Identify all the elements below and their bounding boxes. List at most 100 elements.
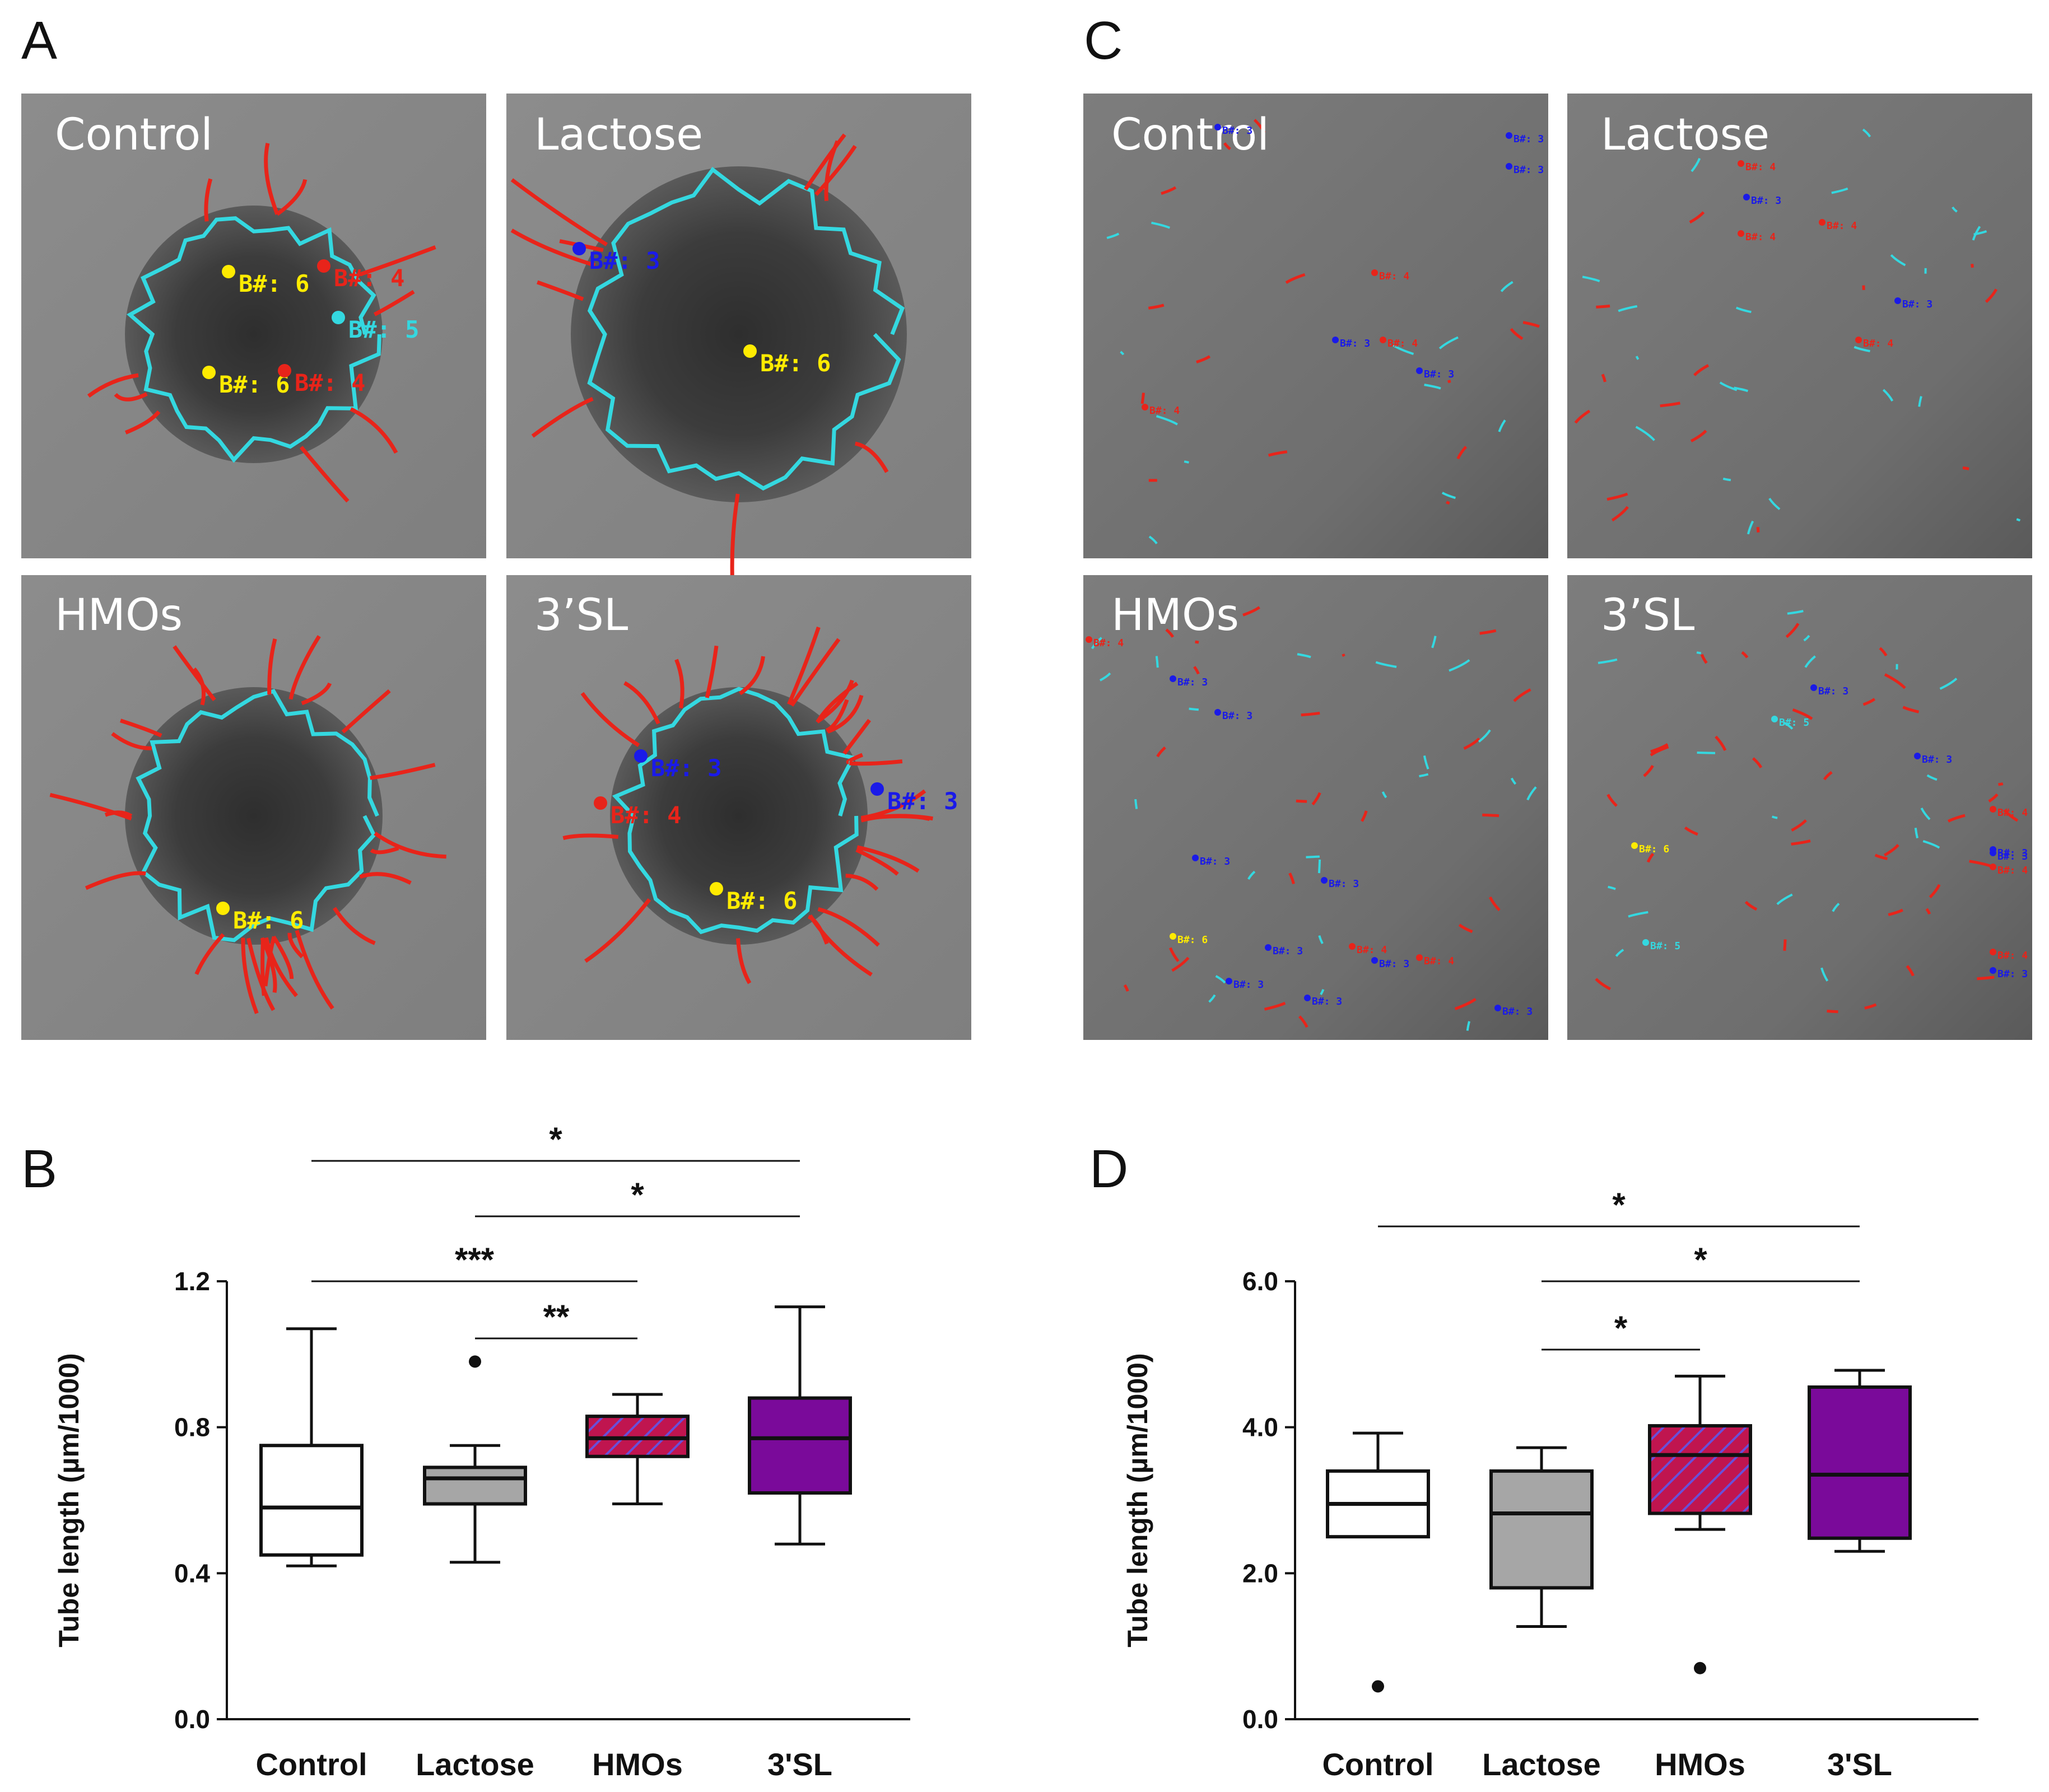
tube-segment-cyan [1424,384,1441,390]
tube-segment-cyan [1735,306,1752,314]
micrograph-label: Lactose [1601,110,1769,160]
tube-sprout-red [246,937,276,1011]
tube-sprout-red [584,898,651,963]
tube-segment-red [1744,900,1758,911]
tube-sprout-red [295,930,334,1010]
x-category-label: Lactose [416,1747,534,1782]
box-3sl [1808,1369,1912,1553]
branch-point-label: B#: 4 [1827,220,1857,232]
tube-segment-red [1268,450,1288,457]
tube-segment-cyan [1582,276,1600,282]
branch-point-label: B#: 4 [1149,405,1180,417]
tube-overlay [562,626,933,984]
box-iqr [1489,1469,1594,1590]
box-iqr [259,1444,364,1557]
x-category-label: HMOs [592,1747,683,1782]
branch-point-dot [1738,230,1744,237]
branch-point-dot [1771,716,1778,722]
tube-segment-cyan [1920,808,1931,820]
tube-segment-red [1925,908,1931,915]
tube-segment-cyan [1134,799,1138,809]
branch-point-dot [1506,163,1512,170]
tube-sprout-red [360,245,436,277]
tube-sprout-red [272,935,294,979]
branch-point-label: B#: 3 [1233,979,1264,991]
tube-segment-cyan [1318,935,1324,944]
tube-sprout-red [562,833,619,841]
branch-point-dot [1265,944,1272,951]
micrograph-label: HMOs [55,590,183,641]
panel-letter-c: C [1084,11,1123,71]
tube-segment-red [1168,947,1180,963]
branch-point-label: B#: 4 [1387,338,1418,349]
tube-segment-red [1611,506,1629,522]
tube-segment-cyan [1862,128,1871,138]
branch-point-label: B#: 6 [233,907,304,934]
tube-segment-red [1650,745,1669,757]
branch-point-dot [332,311,345,324]
tube-segment-red [1342,654,1345,657]
tube-sprout-red [260,937,277,993]
tube-segment-red [1196,355,1211,363]
tube-segment-cyan [1148,535,1158,544]
branch-point-label: B#: 4 [1997,807,2028,819]
tube-segment-cyan [1783,721,1794,730]
branch-point-dot [1226,978,1232,984]
tube-sprout-red [531,396,594,438]
x-category-label: Control [1322,1747,1433,1782]
branch-point-label: B#: 4 [1997,865,2028,876]
tube-segment-cyan [1719,381,1738,391]
tube-segment-cyan [2016,518,2021,522]
tube-segment-red [1463,738,1480,750]
tube-segment-red [1601,374,1606,382]
micrograph-label: Lactose [534,110,703,160]
branch-point-label: B#: 4 [1357,944,1387,956]
tube-segment-red [1595,978,1611,991]
tube-overlay [1106,119,1540,544]
tube-segment-red [1361,810,1368,822]
tube-sprout-red [860,814,933,823]
box-lactose [1489,1446,1594,1628]
tube-segment-red [1792,708,1813,720]
significance-label: * [549,1121,562,1158]
tube-segment-red [1823,771,1833,781]
tube-sprout-red [705,645,719,698]
tube-segment-red [1947,814,1966,823]
box-iqr [423,1466,527,1506]
tube-sprout-red [790,638,841,707]
branch-point-dot [1810,684,1817,691]
branch-point-label: B#: 4 [334,264,404,292]
branch-point-label: B#: 3 [1514,133,1544,145]
tube-segment-red [1148,304,1165,310]
branch-point-dot [743,344,757,358]
branch-point-label: B#: 3 [1222,125,1252,137]
tube-segment-red [1962,466,1969,470]
tube-segment-red [1488,896,1501,912]
x-category-label: Control [255,1747,367,1782]
tube-segment-red [1888,908,1903,916]
branch-point-label: B#: 4 [1379,270,1409,282]
branch-point-dot [1214,124,1221,130]
tube-segment-cyan [1771,815,1778,819]
tube-segment-red [1456,446,1468,460]
branch-point-dot [1142,404,1148,410]
tube-overlay [87,143,436,503]
tube-segment-red [1606,492,1628,501]
tube-sprout-red [114,392,148,402]
branch-point-label: B#: 6 [760,349,831,377]
micrograph-c-3sl: 3’SL B#: 3 B#: 5 B#: 3 B#: 4 B#: 6 B#: 3 B#: 3… [1567,575,2032,1040]
tube-segment-red [1288,872,1295,884]
tube-segment-cyan [1419,773,1429,778]
branch-point-dot [1642,939,1649,946]
tube-sprout-red [341,689,391,734]
tube-sprout-red [580,692,640,748]
box-hmos [585,1393,690,1506]
branch-point-dot [870,782,884,796]
box-control [259,1327,364,1567]
spheroid-body [125,206,383,463]
tube-segment-cyan [1776,893,1793,906]
tube-segment-red [1693,364,1710,376]
micrograph-a-hmos: HMOs B#: 6 [21,575,486,1040]
tube-sprout-red [510,178,608,246]
tube-segment-red [1165,628,1175,638]
